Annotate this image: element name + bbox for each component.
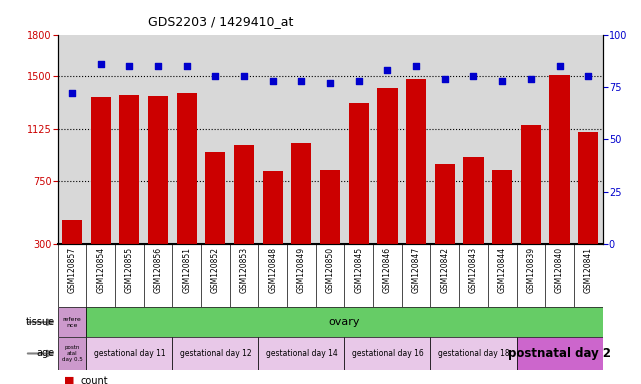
Point <box>239 73 249 79</box>
Bar <box>119 94 139 286</box>
Bar <box>349 103 369 286</box>
Bar <box>320 170 340 286</box>
Text: ovary: ovary <box>329 317 360 327</box>
Bar <box>177 93 197 286</box>
Text: GSM120857: GSM120857 <box>67 247 76 293</box>
Text: GSM120849: GSM120849 <box>297 247 306 293</box>
Text: gestational day 16: gestational day 16 <box>352 349 423 358</box>
Bar <box>435 164 455 286</box>
Text: gestational day 14: gestational day 14 <box>265 349 337 358</box>
Text: GSM120841: GSM120841 <box>584 247 593 293</box>
Point <box>497 78 507 84</box>
Text: GSM120851: GSM120851 <box>182 247 191 293</box>
Text: refere
nce: refere nce <box>63 317 81 328</box>
Text: gestational day 12: gestational day 12 <box>179 349 251 358</box>
Bar <box>344 337 431 370</box>
Bar <box>520 125 541 286</box>
Bar <box>58 337 87 370</box>
Text: gestational day 18: gestational day 18 <box>438 349 510 358</box>
Point <box>411 63 421 69</box>
Point <box>469 73 479 79</box>
Bar <box>406 79 426 286</box>
Point <box>296 78 306 84</box>
Point <box>268 78 278 84</box>
Point <box>96 61 106 67</box>
Point <box>67 90 77 96</box>
Bar <box>263 171 283 286</box>
Point <box>181 63 192 69</box>
Text: GSM120839: GSM120839 <box>526 247 535 293</box>
Text: GSM120856: GSM120856 <box>154 247 163 293</box>
Text: age: age <box>37 348 54 359</box>
Bar <box>148 96 168 286</box>
Text: postnatal day 2: postnatal day 2 <box>508 347 611 360</box>
Text: GSM120855: GSM120855 <box>125 247 134 293</box>
Bar <box>58 307 87 337</box>
Text: count: count <box>80 376 108 384</box>
Text: ■: ■ <box>64 376 74 384</box>
Bar <box>292 143 312 286</box>
Text: GSM120843: GSM120843 <box>469 247 478 293</box>
Text: GSM120845: GSM120845 <box>354 247 363 293</box>
Point <box>382 67 392 73</box>
Text: GSM120847: GSM120847 <box>412 247 420 293</box>
Text: GSM120842: GSM120842 <box>440 247 449 293</box>
Text: gestational day 11: gestational day 11 <box>94 349 165 358</box>
Bar <box>578 132 598 286</box>
Text: GSM120853: GSM120853 <box>240 247 249 293</box>
Point <box>153 63 163 69</box>
Point <box>124 63 135 69</box>
Point <box>210 73 221 79</box>
Point <box>440 75 450 81</box>
Bar <box>463 157 483 286</box>
Bar <box>205 152 226 286</box>
Bar <box>62 220 82 286</box>
Text: GSM120846: GSM120846 <box>383 247 392 293</box>
Bar <box>378 88 397 286</box>
Bar <box>492 170 512 286</box>
Text: postn
atal
day 0.5: postn atal day 0.5 <box>62 345 83 362</box>
Bar <box>87 337 172 370</box>
Text: GSM120840: GSM120840 <box>555 247 564 293</box>
Point <box>526 75 536 81</box>
Text: GSM120854: GSM120854 <box>96 247 105 293</box>
Bar <box>517 337 603 370</box>
Bar <box>549 75 570 286</box>
Text: GSM120852: GSM120852 <box>211 247 220 293</box>
Bar <box>172 337 258 370</box>
Bar <box>258 337 344 370</box>
Text: GSM120844: GSM120844 <box>497 247 506 293</box>
Point <box>325 79 335 86</box>
Text: tissue: tissue <box>26 317 54 327</box>
Text: GSM120848: GSM120848 <box>269 247 278 293</box>
Point <box>354 78 364 84</box>
Bar <box>431 337 517 370</box>
Bar <box>234 145 254 286</box>
Bar <box>90 98 111 286</box>
Title: GDS2203 / 1429410_at: GDS2203 / 1429410_at <box>149 15 294 28</box>
Point <box>583 73 594 79</box>
Point <box>554 63 565 69</box>
Text: GSM120850: GSM120850 <box>326 247 335 293</box>
